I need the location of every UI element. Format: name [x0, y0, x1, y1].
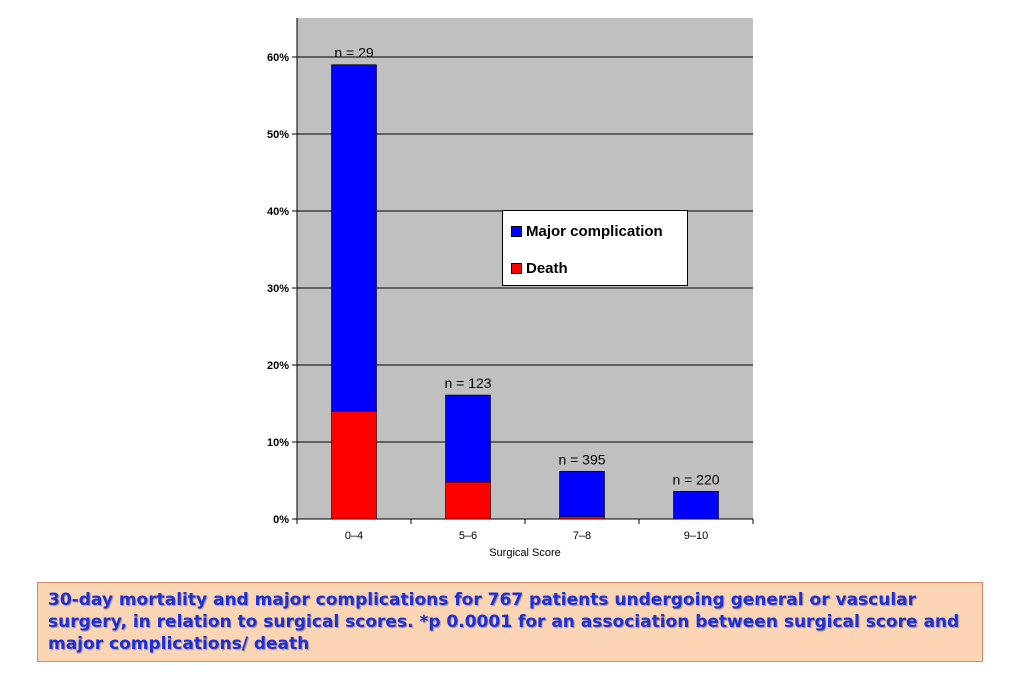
bar-n-label: n = 220 — [672, 471, 719, 487]
legend-item-death: Death — [511, 260, 568, 277]
bar-major-complication — [331, 64, 377, 412]
x-tick-label: 7–8 — [573, 530, 591, 542]
bar-major-complication — [559, 470, 605, 517]
bar-major-complication — [673, 490, 719, 520]
y-tick-label: 10% — [267, 437, 289, 449]
bar-death — [559, 516, 605, 520]
x-tick-label: 9–10 — [684, 530, 708, 542]
legend-swatch-death — [511, 263, 522, 274]
figure-caption: 30-day mortality and major complications… — [37, 582, 983, 662]
y-tick-label: 50% — [267, 129, 289, 141]
y-tick-label: 30% — [267, 283, 289, 295]
y-tick-label: 0% — [273, 514, 289, 526]
legend-label-death: Death — [526, 260, 568, 277]
bar-major-complication — [445, 394, 491, 483]
legend-swatch-major-complication — [511, 226, 522, 237]
bar-n-label: n = 123 — [444, 375, 491, 391]
y-tick-label: 20% — [267, 360, 289, 372]
x-tick-label: 5–6 — [459, 530, 477, 542]
bar-n-label: n = 29 — [334, 45, 374, 61]
legend-label-major-complication: Major complication — [526, 223, 663, 240]
y-tick-label: 40% — [267, 206, 289, 218]
bar-death — [331, 410, 377, 520]
bar-death — [445, 481, 491, 520]
y-tick-label: 60% — [267, 52, 289, 64]
chart-legend: Major complication Death — [502, 210, 688, 286]
x-tick-label: 0–4 — [345, 530, 363, 542]
legend-item-major-complication: Major complication — [511, 223, 663, 240]
bar-n-label: n = 395 — [558, 451, 605, 467]
x-axis-title: Surgical Score — [489, 547, 561, 559]
